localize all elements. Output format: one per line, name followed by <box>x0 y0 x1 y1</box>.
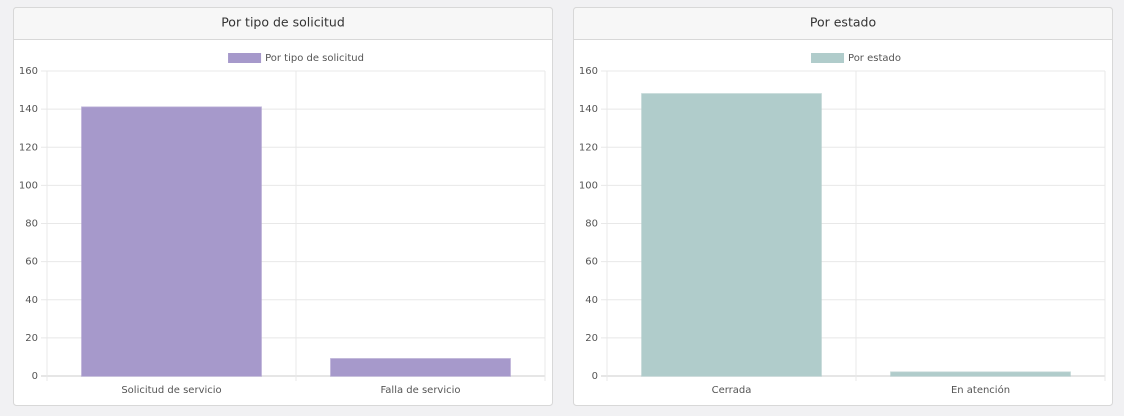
bar <box>641 93 822 377</box>
y-tick-label: 40 <box>25 295 38 306</box>
panel-title: Por tipo de solicitud <box>221 15 345 30</box>
panel-header <box>13 7 553 40</box>
y-tick-label: 140 <box>19 104 38 115</box>
x-tick-label: Cerrada <box>712 385 752 396</box>
y-tick-label: 140 <box>579 104 598 115</box>
y-tick-label: 0 <box>592 371 598 382</box>
y-tick-label: 0 <box>32 371 38 382</box>
x-tick-label: Solicitud de servicio <box>121 385 221 396</box>
x-tick-label: Falla de servicio <box>380 385 460 396</box>
legend-label: Por estado <box>848 53 901 64</box>
legend-swatch <box>811 53 845 63</box>
y-tick-label: 60 <box>25 257 38 268</box>
bar <box>81 106 262 377</box>
legend-label: Por tipo de solicitud <box>265 53 364 64</box>
y-tick-label: 60 <box>585 257 598 268</box>
panel-title: Por estado <box>810 15 876 30</box>
y-tick-label: 20 <box>25 333 38 344</box>
bar <box>890 371 1071 377</box>
bar <box>330 358 511 377</box>
legend-swatch <box>228 53 262 63</box>
y-tick-label: 80 <box>25 219 38 230</box>
y-tick-label: 40 <box>585 295 598 306</box>
y-tick-label: 100 <box>579 180 598 191</box>
panel-header <box>573 7 1113 40</box>
y-tick-label: 20 <box>585 333 598 344</box>
y-tick-label: 120 <box>19 142 38 153</box>
y-tick-label: 100 <box>19 180 38 191</box>
y-tick-label: 80 <box>585 219 598 230</box>
y-tick-label: 120 <box>579 142 598 153</box>
y-tick-label: 160 <box>19 66 38 77</box>
y-tick-label: 160 <box>579 66 598 77</box>
x-tick-label: En atención <box>951 384 1010 396</box>
